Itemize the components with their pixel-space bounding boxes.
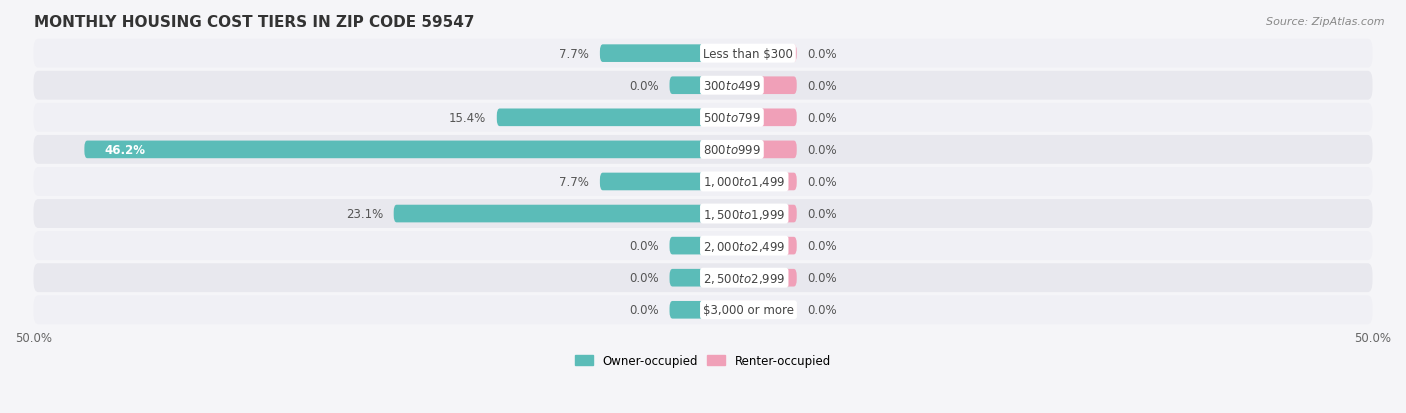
Text: $3,000 or more: $3,000 or more	[703, 304, 794, 316]
FancyBboxPatch shape	[703, 77, 797, 95]
FancyBboxPatch shape	[703, 173, 797, 191]
FancyBboxPatch shape	[703, 301, 797, 319]
FancyBboxPatch shape	[600, 173, 703, 191]
Text: 7.7%: 7.7%	[560, 176, 589, 188]
Text: $1,500 to $1,999: $1,500 to $1,999	[703, 207, 786, 221]
FancyBboxPatch shape	[496, 109, 703, 127]
Text: 0.0%: 0.0%	[807, 271, 837, 285]
FancyBboxPatch shape	[703, 109, 797, 127]
FancyBboxPatch shape	[34, 104, 1372, 133]
FancyBboxPatch shape	[34, 296, 1372, 325]
FancyBboxPatch shape	[703, 205, 797, 223]
Text: 7.7%: 7.7%	[560, 47, 589, 60]
FancyBboxPatch shape	[703, 269, 797, 287]
Text: Less than $300: Less than $300	[703, 47, 793, 60]
FancyBboxPatch shape	[34, 263, 1372, 292]
Text: MONTHLY HOUSING COST TIERS IN ZIP CODE 59547: MONTHLY HOUSING COST TIERS IN ZIP CODE 5…	[34, 15, 474, 30]
FancyBboxPatch shape	[34, 199, 1372, 228]
Text: 0.0%: 0.0%	[807, 80, 837, 93]
FancyBboxPatch shape	[34, 71, 1372, 100]
Text: 0.0%: 0.0%	[807, 208, 837, 221]
Text: 0.0%: 0.0%	[630, 304, 659, 316]
Text: $300 to $499: $300 to $499	[703, 80, 761, 93]
FancyBboxPatch shape	[34, 168, 1372, 197]
FancyBboxPatch shape	[34, 232, 1372, 261]
Text: 0.0%: 0.0%	[807, 240, 837, 252]
Text: 23.1%: 23.1%	[346, 208, 382, 221]
FancyBboxPatch shape	[703, 237, 797, 255]
Text: 0.0%: 0.0%	[630, 271, 659, 285]
FancyBboxPatch shape	[703, 45, 797, 63]
Text: 15.4%: 15.4%	[449, 112, 486, 124]
Text: Source: ZipAtlas.com: Source: ZipAtlas.com	[1267, 17, 1385, 26]
Text: $1,000 to $1,499: $1,000 to $1,499	[703, 175, 786, 189]
FancyBboxPatch shape	[669, 269, 703, 287]
FancyBboxPatch shape	[34, 40, 1372, 69]
FancyBboxPatch shape	[394, 205, 703, 223]
Text: 0.0%: 0.0%	[807, 47, 837, 60]
Text: 0.0%: 0.0%	[807, 144, 837, 157]
Text: 0.0%: 0.0%	[807, 304, 837, 316]
FancyBboxPatch shape	[84, 141, 703, 159]
FancyBboxPatch shape	[669, 301, 703, 319]
Text: $2,000 to $2,499: $2,000 to $2,499	[703, 239, 786, 253]
Text: 0.0%: 0.0%	[807, 176, 837, 188]
Text: 0.0%: 0.0%	[630, 240, 659, 252]
FancyBboxPatch shape	[669, 237, 703, 255]
Text: 0.0%: 0.0%	[807, 112, 837, 124]
FancyBboxPatch shape	[669, 77, 703, 95]
FancyBboxPatch shape	[34, 135, 1372, 164]
Text: $2,500 to $2,999: $2,500 to $2,999	[703, 271, 786, 285]
FancyBboxPatch shape	[703, 141, 797, 159]
Text: $500 to $799: $500 to $799	[703, 112, 761, 124]
Text: 0.0%: 0.0%	[630, 80, 659, 93]
Text: 46.2%: 46.2%	[104, 144, 145, 157]
Text: $800 to $999: $800 to $999	[703, 144, 761, 157]
FancyBboxPatch shape	[600, 45, 703, 63]
Legend: Owner-occupied, Renter-occupied: Owner-occupied, Renter-occupied	[571, 349, 835, 372]
